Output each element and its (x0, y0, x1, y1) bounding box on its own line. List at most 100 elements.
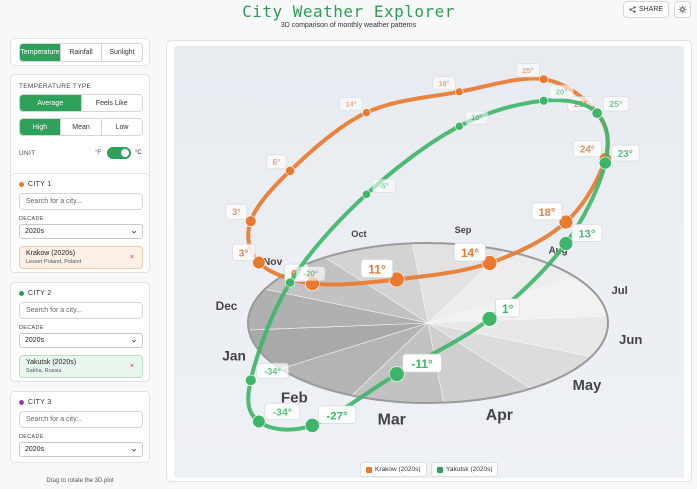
city-2-remove-icon[interactable]: × (129, 363, 134, 370)
legend-item-krakow[interactable]: Krakow (2020s) (360, 462, 427, 477)
value-label: 6° (266, 154, 287, 170)
value-label-text: 25° (609, 99, 623, 109)
value-label-text: 6° (273, 158, 281, 167)
tab-sunlight[interactable]: Sunlight (101, 44, 142, 61)
value-label: -27° (317, 405, 357, 424)
app-title: City Weather Explorer (242, 2, 455, 21)
city-1-decade-label: DECADE (19, 216, 44, 222)
chevron-down-icon (131, 230, 137, 233)
month-label: Mar (378, 411, 406, 428)
unit-toggle[interactable] (107, 147, 131, 159)
value-label-box (571, 224, 603, 242)
mode-average[interactable]: Average (20, 95, 81, 111)
city-2-search-input[interactable]: Search for a city... (19, 302, 143, 319)
value-label-text: 23° (618, 149, 633, 160)
rotate-hint: Drag to rotate the 3D plot (46, 478, 114, 484)
value-label-box (573, 140, 602, 158)
city-2-heading: CITY 2 (19, 290, 51, 297)
data-point (539, 74, 549, 84)
share-button[interactable]: SHARE (623, 1, 669, 18)
city-2-decade-select[interactable]: 2020s (19, 333, 143, 348)
theme-toggle-button[interactable] (674, 1, 691, 18)
city-2-selected-name: Yakutsk (2020s) (26, 359, 77, 366)
value-label-text: 18° (439, 80, 450, 88)
city-1-search-input[interactable]: Search for a city... (19, 193, 143, 210)
city-3-heading: CITY 3 (19, 399, 51, 406)
level-high[interactable]: High (20, 119, 60, 135)
data-point (245, 215, 257, 227)
value-label-box (372, 178, 396, 193)
app-header: City Weather Explorer 3D comparison of m… (0, 0, 697, 38)
data-point (539, 96, 549, 106)
city-3-card: CITY 3 Search for a city... DECADE 2020s (10, 391, 150, 463)
value-label-text: 24° (580, 145, 595, 156)
month-label: Feb (281, 389, 308, 406)
unit-fahrenheit-label: °F (95, 150, 102, 156)
city-1-card: CITY 1 Search for a city... DECADE 2020s… (10, 173, 150, 273)
value-label-text: 10° (471, 114, 482, 122)
value-label-text: -34° (273, 408, 292, 419)
city-2-color-dot (19, 291, 24, 296)
data-point (454, 121, 464, 131)
value-label-box (549, 84, 574, 100)
legend-item-yakutsk[interactable]: Yakutsk (2020s) (431, 462, 499, 477)
temperature-mode-toggle: Average Feels Like (19, 94, 143, 112)
value-label: 18° (432, 76, 456, 91)
city-1-color-dot (19, 182, 24, 187)
value-label-box (531, 202, 563, 221)
city-2-selected-chip: Yakutsk (2020s) Sakha, Russia × (19, 355, 143, 378)
app-subtitle: 3D comparison of monthly weather pattern… (280, 22, 417, 29)
sun-icon (678, 5, 687, 14)
legend-swatch-yakutsk (437, 466, 443, 473)
value-label: 20° (549, 84, 574, 100)
value-label-box (256, 362, 289, 379)
level-low[interactable]: Low (101, 119, 142, 135)
tab-rainfall[interactable]: Rainfall (60, 44, 101, 61)
value-label: 3° (225, 203, 248, 220)
value-label: 25° (602, 96, 630, 112)
city-3-color-dot (19, 400, 24, 405)
chevron-down-icon (131, 339, 137, 342)
value-label-text: -5° (379, 181, 388, 190)
value-label: -20° (295, 266, 326, 281)
value-label-text: 14° (461, 246, 479, 260)
temperature-level-toggle: High Mean Low (19, 118, 143, 136)
value-label: -5° (372, 178, 396, 193)
disc-rim (247, 242, 609, 404)
value-label: 18° (531, 202, 563, 221)
mode-feels-like[interactable]: Feels Like (80, 95, 143, 111)
city-3-decade-label: DECADE (19, 434, 44, 440)
value-label: 14° (453, 242, 486, 262)
data-point (388, 271, 405, 288)
value-label-text: -34° (264, 366, 281, 376)
city-1-remove-icon[interactable]: × (129, 254, 134, 261)
data-point (558, 214, 574, 230)
month-label: Jul (612, 285, 628, 297)
metric-card: Temperature Rainfall Sunlight (10, 38, 150, 66)
temperature-type-card: TEMPERATURE TYPE Average Feels Like High… (10, 74, 150, 204)
unit-label: UNIT (19, 150, 36, 157)
temperature-type-heading: TEMPERATURE TYPE (19, 83, 92, 90)
value-label-box (317, 405, 357, 424)
city-2-decade-label: DECADE (19, 325, 44, 331)
value-label: 23° (610, 144, 640, 162)
legend-swatch-krakow (366, 466, 372, 473)
city-3-search-input[interactable]: Search for a city... (19, 411, 143, 428)
data-point (454, 87, 464, 97)
value-label-box (515, 63, 541, 78)
city-3-decade-select[interactable]: 2020s (19, 442, 143, 457)
month-label: Dec (216, 299, 238, 313)
value-label-text: 25° (522, 66, 533, 75)
value-label-box (464, 110, 489, 125)
value-label-text: 3° (232, 207, 241, 217)
value-label-text: 11° (368, 263, 386, 277)
data-point (481, 255, 498, 271)
value-label: 11° (360, 259, 394, 278)
value-label-box (602, 96, 630, 112)
tab-temperature[interactable]: Temperature (20, 44, 60, 61)
value-label-box (339, 97, 363, 111)
city-1-decade-select[interactable]: 2020s (19, 224, 143, 239)
level-mean[interactable]: Mean (60, 119, 101, 135)
data-point (558, 236, 574, 251)
